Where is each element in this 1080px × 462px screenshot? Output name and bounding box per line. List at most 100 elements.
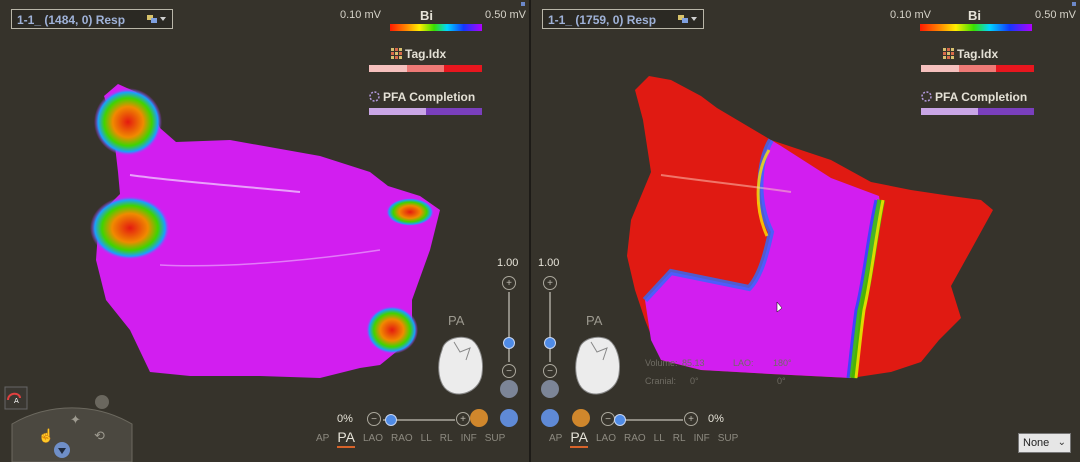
scale-max: 0.50 mV bbox=[485, 9, 526, 21]
orientation-label: PA bbox=[448, 313, 465, 328]
opacity-increase-button[interactable]: + bbox=[543, 276, 557, 290]
view-rao[interactable]: RAO bbox=[624, 433, 646, 444]
view-rl[interactable]: RL bbox=[672, 433, 686, 444]
overlay-dropdown-value: None bbox=[1023, 437, 1050, 449]
scale-label: Bi bbox=[420, 8, 433, 23]
pfa-legend-label: PFA Completion bbox=[383, 90, 476, 104]
opacity-slider-thumb[interactable] bbox=[503, 337, 515, 349]
magic-wand-icon[interactable]: ✦ bbox=[70, 412, 81, 427]
view-orientation-bar: AP PA LAO RAO LL RL INF SUP bbox=[549, 429, 739, 448]
opacity-value: 1.00 bbox=[497, 257, 519, 269]
right-map-title: 1-1_ (1759, 0) Resp bbox=[548, 13, 657, 27]
view-sup[interactable]: SUP bbox=[484, 433, 506, 444]
extra-angle-value: 0° bbox=[777, 376, 786, 386]
right-map-panel: 1-1_ (1759, 0) Resp 0.10 mV Bi 0.50 mV T… bbox=[531, 0, 1080, 462]
zoom-slider-track[interactable] bbox=[617, 419, 683, 421]
scale-min: 0.10 mV bbox=[340, 9, 381, 21]
tag-legend-label: Tag.Idx bbox=[405, 47, 447, 61]
logo-icon: A bbox=[7, 392, 21, 405]
pfa-completion-icon bbox=[921, 91, 932, 102]
pfa-legend-bar bbox=[921, 108, 1034, 115]
volume-label: Volume: bbox=[645, 358, 678, 368]
chevron-down-icon: ⌄ bbox=[1057, 437, 1066, 448]
cranial-label: Cranial: bbox=[645, 376, 677, 386]
view-lao[interactable]: LAO bbox=[595, 433, 616, 444]
scale-max: 0.50 mV bbox=[1035, 9, 1076, 21]
pfa-completion-icon bbox=[369, 91, 380, 102]
view-rao[interactable]: RAO bbox=[391, 433, 413, 444]
right-pfa-legend[interactable]: PFA Completion bbox=[921, 90, 1034, 115]
pfa-legend-label: PFA Completion bbox=[935, 90, 1028, 104]
rotate-tool-icon[interactable]: ⟲ bbox=[94, 428, 105, 443]
expand-down-icon[interactable] bbox=[541, 380, 559, 398]
mouse-cursor-icon bbox=[776, 301, 783, 313]
map-settings-dropdown-icon[interactable] bbox=[146, 13, 168, 26]
tool-wheel[interactable] bbox=[2, 384, 140, 462]
scale-min: 0.10 mV bbox=[890, 9, 931, 21]
heart-orientation-icon[interactable] bbox=[432, 330, 492, 400]
render-mode-icon[interactable] bbox=[470, 409, 488, 427]
volume-value: 85.13 bbox=[682, 358, 705, 368]
scale-label: Bi bbox=[968, 8, 981, 23]
cranial-value: 0° bbox=[690, 376, 699, 386]
tag-grid-icon bbox=[391, 48, 402, 59]
opacity-decrease-button[interactable]: − bbox=[543, 364, 557, 378]
lao-value: 180° bbox=[773, 358, 792, 368]
opacity-slider-thumb[interactable] bbox=[544, 337, 556, 349]
opacity-slider-track[interactable] bbox=[508, 292, 510, 362]
zoom-out-button[interactable]: − bbox=[367, 412, 381, 426]
pfa-legend-bar bbox=[369, 108, 482, 115]
view-ll[interactable]: LL bbox=[653, 433, 665, 444]
view-pa[interactable]: PA bbox=[570, 429, 588, 448]
heart-orientation-icon[interactable] bbox=[569, 330, 629, 400]
overlay-dropdown[interactable]: None ⌄ bbox=[1018, 433, 1071, 453]
opacity-slider-track[interactable] bbox=[549, 292, 551, 362]
left-map-title: 1-1_ (1484, 0) Resp bbox=[17, 13, 126, 27]
view-ap[interactable]: AP bbox=[316, 433, 330, 444]
expand-down-icon[interactable] bbox=[500, 380, 518, 398]
right-map-selector[interactable]: 1-1_ (1759, 0) Resp bbox=[542, 9, 704, 29]
panel-pin-icon[interactable] bbox=[521, 2, 525, 6]
zoom-slider-thumb[interactable] bbox=[385, 414, 397, 426]
view-sup[interactable]: SUP bbox=[717, 433, 739, 444]
zoom-percent: 0% bbox=[708, 413, 724, 425]
right-3d-anatomy-map[interactable] bbox=[531, 0, 1080, 462]
map-statistics: Volume: 85.13 LAO: 180° Cranial: 0° 0° bbox=[645, 358, 845, 388]
zoom-slider-thumb[interactable] bbox=[614, 414, 626, 426]
reset-view-icon[interactable] bbox=[500, 409, 518, 427]
zoom-in-button[interactable]: + bbox=[684, 412, 698, 426]
tag-grid-icon bbox=[943, 48, 954, 59]
left-pfa-legend[interactable]: PFA Completion bbox=[369, 90, 482, 115]
view-inf[interactable]: INF bbox=[460, 433, 477, 444]
reset-view-icon[interactable] bbox=[541, 409, 559, 427]
color-scale-bar[interactable] bbox=[390, 24, 482, 31]
view-lao[interactable]: LAO bbox=[362, 433, 383, 444]
opacity-increase-button[interactable]: + bbox=[502, 276, 516, 290]
zoom-percent: 0% bbox=[337, 413, 353, 425]
view-rl[interactable]: RL bbox=[439, 433, 453, 444]
opacity-value: 1.00 bbox=[538, 257, 560, 269]
view-ap[interactable]: AP bbox=[549, 433, 563, 444]
svg-text:A: A bbox=[14, 397, 19, 405]
view-orientation-bar: AP PA LAO RAO LL RL INF SUP bbox=[316, 429, 506, 448]
panel-divider[interactable] bbox=[529, 0, 531, 462]
right-tag-legend[interactable]: Tag.Idx bbox=[921, 47, 1034, 72]
panel-pin-icon[interactable] bbox=[1072, 2, 1076, 6]
opacity-decrease-button[interactable]: − bbox=[502, 364, 516, 378]
zoom-slider-track[interactable] bbox=[383, 419, 455, 421]
view-pa[interactable]: PA bbox=[337, 429, 355, 448]
left-map-selector[interactable]: 1-1_ (1484, 0) Resp bbox=[11, 9, 173, 29]
orientation-label: PA bbox=[586, 313, 603, 328]
zoom-in-button[interactable]: + bbox=[456, 412, 470, 426]
lao-label: LAO: bbox=[733, 358, 754, 368]
tag-legend-label: Tag.Idx bbox=[957, 47, 999, 61]
view-ll[interactable]: LL bbox=[420, 433, 432, 444]
hand-tool-icon[interactable]: ☝ bbox=[38, 428, 55, 443]
left-tag-legend[interactable]: Tag.Idx bbox=[369, 47, 482, 72]
map-settings-dropdown-icon[interactable] bbox=[677, 13, 699, 26]
color-scale-bar[interactable] bbox=[920, 24, 1032, 31]
left-3d-anatomy-map[interactable] bbox=[0, 0, 529, 462]
view-inf[interactable]: INF bbox=[693, 433, 710, 444]
render-mode-icon[interactable] bbox=[572, 409, 590, 427]
zoom-out-button[interactable]: − bbox=[601, 412, 615, 426]
